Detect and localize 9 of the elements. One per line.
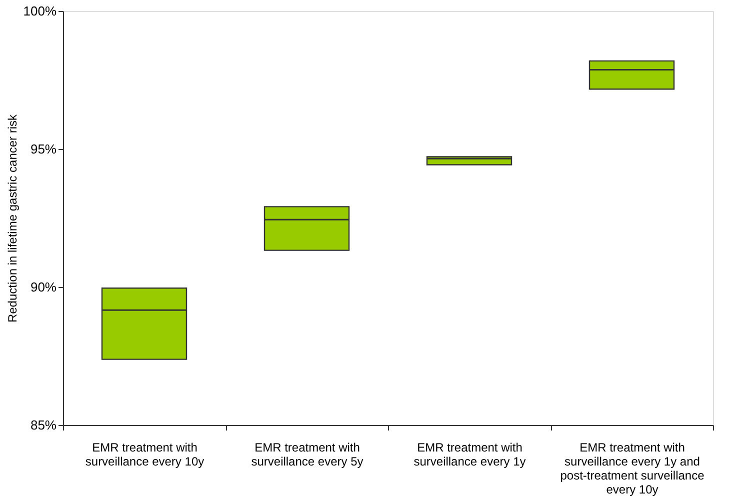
y-tick-label: 100% [23, 4, 57, 18]
y-tick-label: 90% [30, 280, 57, 294]
x-tick-label: EMR treatment with surveillance every 5y [251, 440, 364, 468]
x-tick-label: EMR treatment with surveillance every 10y [85, 440, 204, 468]
y-tick-label: 85% [30, 418, 57, 432]
y-tick-label: 95% [30, 142, 57, 156]
x-tick-label: EMR treatment with surveillance every 1y and post-treatment surveillance every 10y [560, 440, 705, 496]
x-tick-label: EMR treatment with surveillance every 1y [414, 440, 526, 468]
y-axis-title: Reduction in lifetime gastric cancer risk [5, 113, 20, 323]
